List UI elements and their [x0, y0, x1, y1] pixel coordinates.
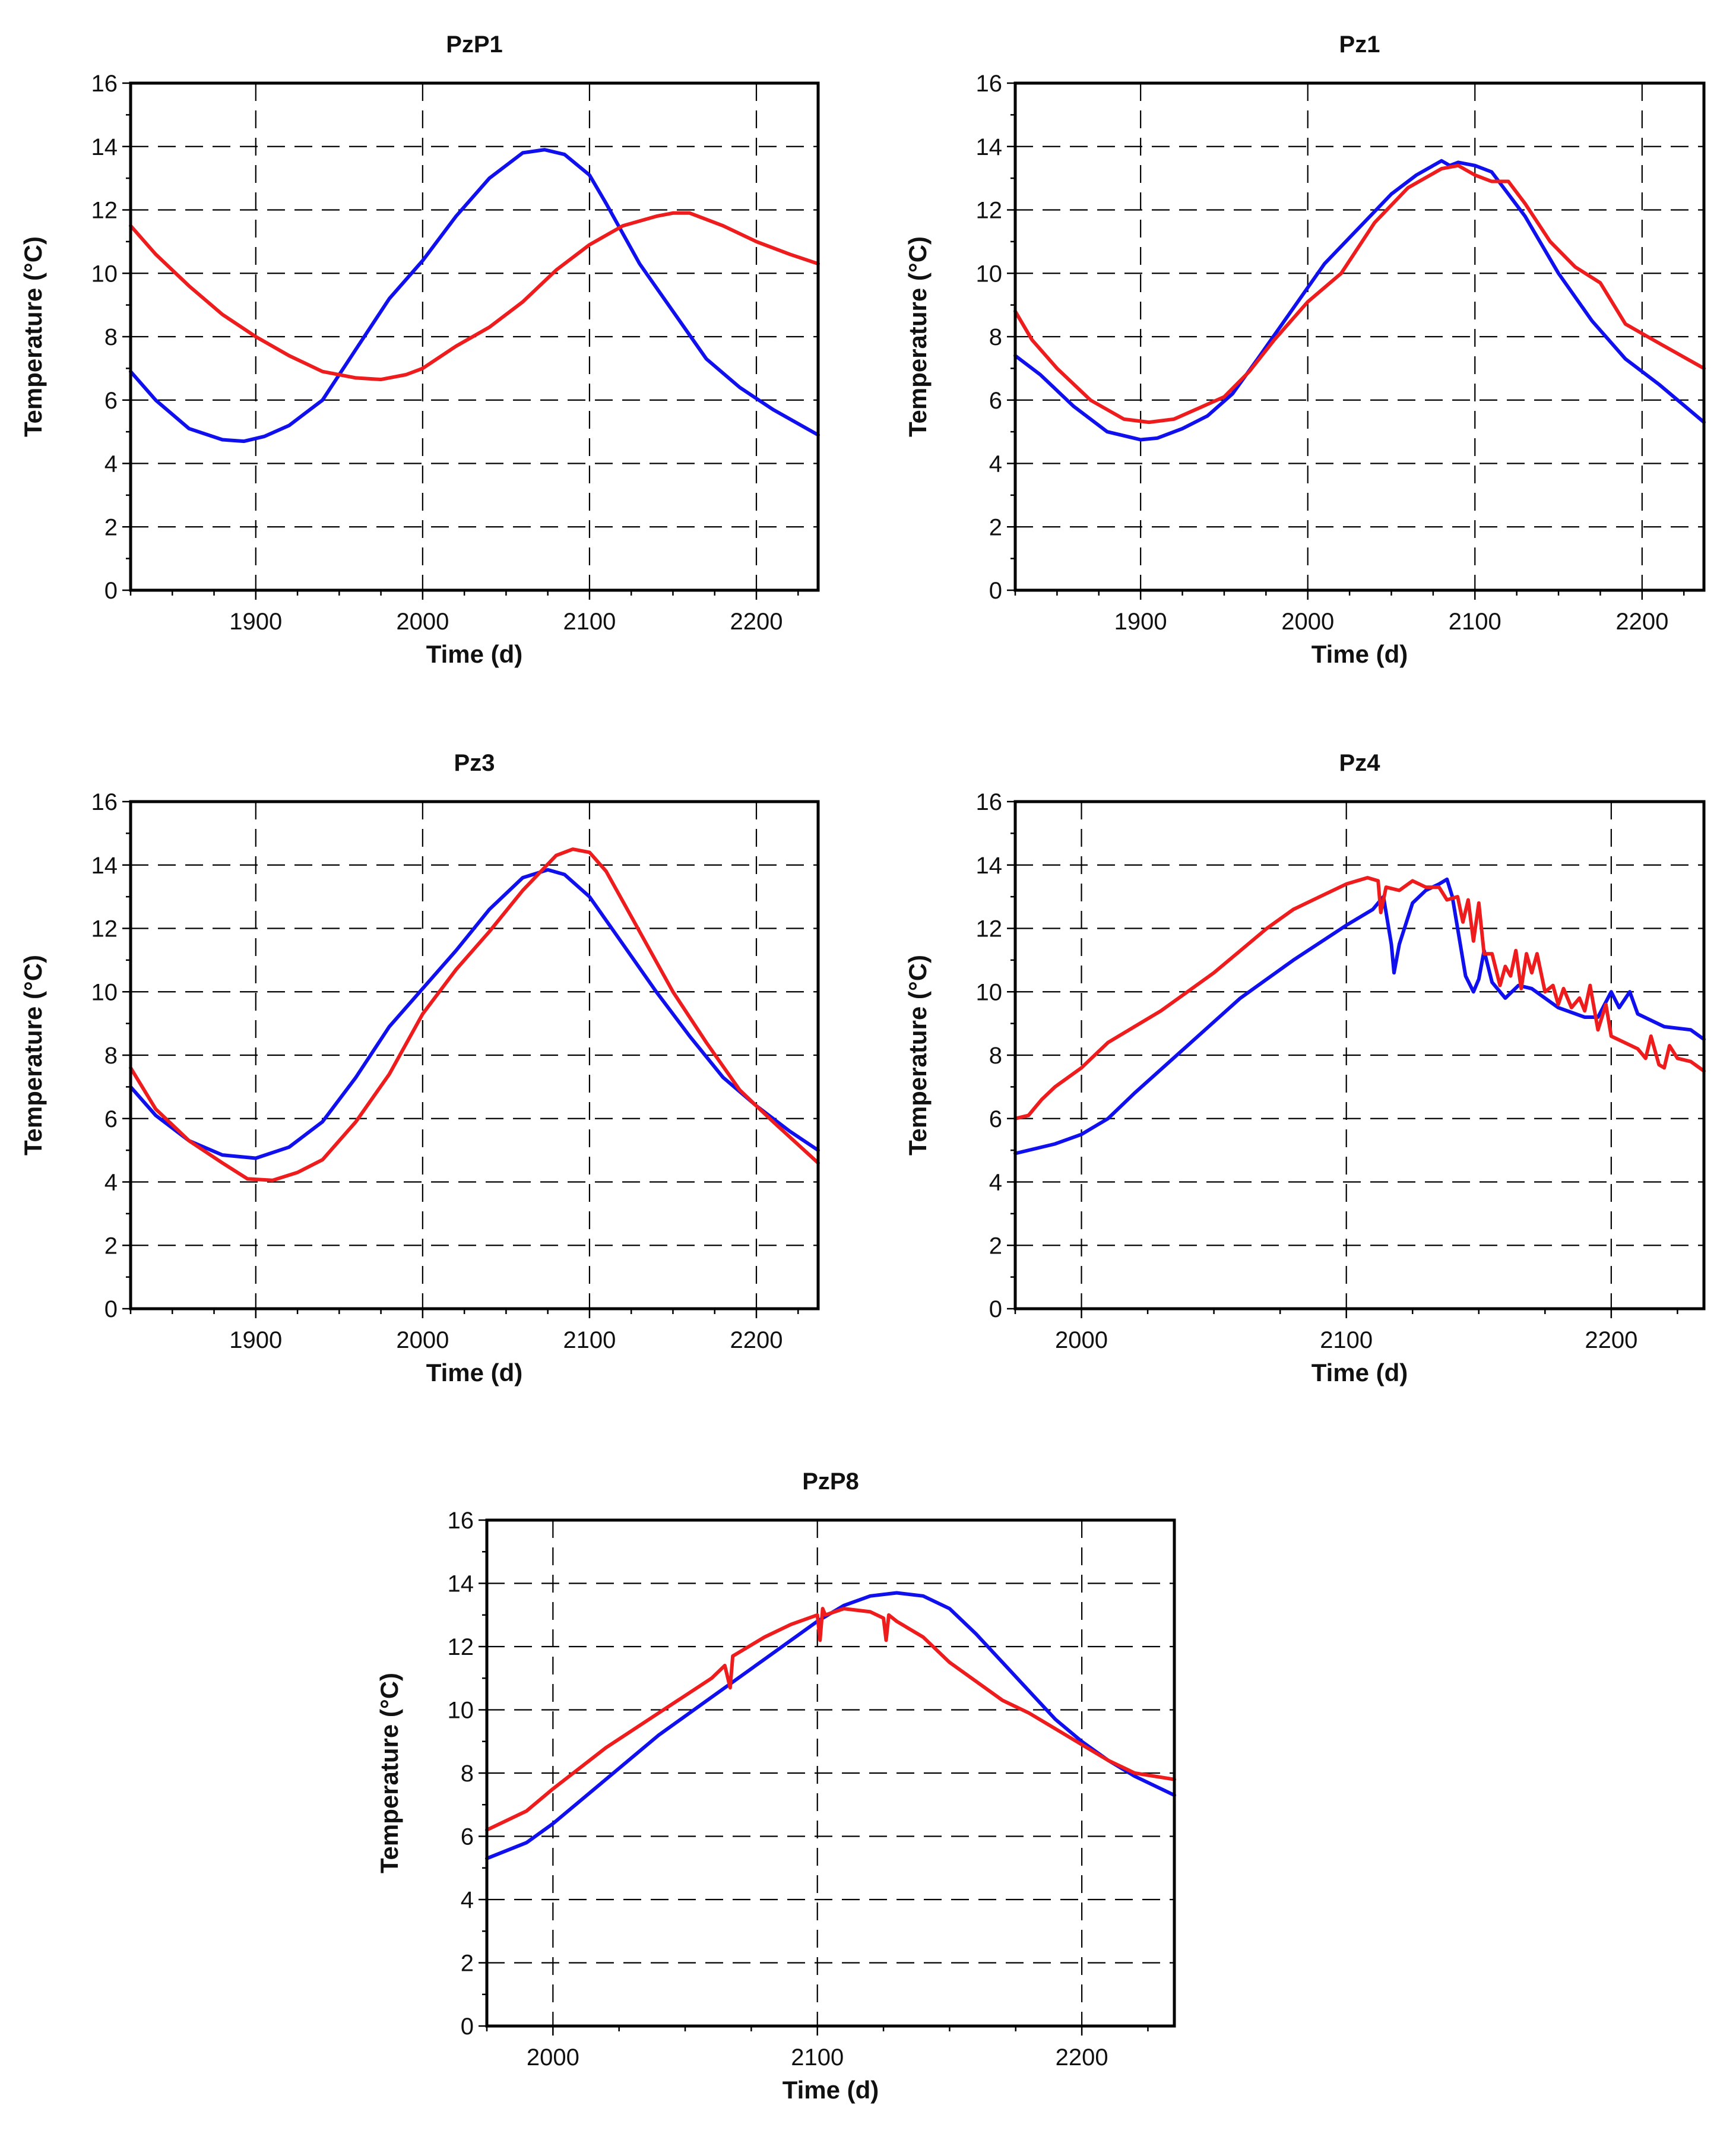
y-tick-label: 10	[976, 261, 1003, 287]
y-tick-label: 4	[989, 1170, 1002, 1196]
y-tick-label: 12	[976, 198, 1003, 224]
x-tick-label: 2100	[563, 1327, 616, 1353]
y-tick-label: 2	[104, 514, 118, 540]
chart-title: Pz3	[454, 750, 495, 776]
y-tick-label: 0	[104, 578, 118, 604]
y-axis-label: Temperature (°C)	[904, 236, 932, 437]
series-line-blue	[1013, 159, 1706, 442]
x-tick-label: 2000	[527, 2044, 579, 2071]
y-tick-label: 16	[91, 789, 118, 815]
x-tick-label: 2000	[396, 609, 449, 635]
y-tick-label: 10	[91, 979, 118, 1005]
y-tick-label: 12	[91, 916, 118, 942]
chart-title: PzP8	[802, 1468, 859, 1495]
y-tick-label: 10	[448, 1698, 474, 1724]
y-tick-label: 4	[104, 1170, 118, 1196]
chart-title: Pz1	[1339, 31, 1380, 58]
x-tick-label: 2000	[1281, 609, 1334, 635]
y-tick-label: 6	[989, 1106, 1002, 1132]
x-tick-label: 2200	[730, 609, 783, 635]
series-line-red	[485, 1607, 1176, 1832]
x-tick-label: 2100	[791, 2044, 844, 2071]
series-line-red	[129, 211, 820, 382]
y-axis-label: Temperature (°C)	[19, 955, 47, 1156]
y-tick-label: 16	[976, 71, 1003, 97]
y-tick-label: 0	[104, 1296, 118, 1322]
x-tick-label: 1900	[1114, 609, 1167, 635]
y-tick-label: 14	[448, 1571, 474, 1597]
x-axis-label: Time (d)	[783, 2076, 879, 2104]
y-tick-label: 16	[448, 1508, 474, 1534]
y-axis-label: Temperature (°C)	[19, 236, 47, 437]
y-axis-label: Temperature (°C)	[904, 955, 932, 1156]
chart-title: PzP1	[446, 31, 503, 58]
y-tick-label: 12	[91, 198, 118, 224]
chart-panel-pz1: 0 2 4 6 8 10 12 14 16 1900 2000 2100 2200 Pz1 Time (d)…	[904, 31, 1706, 668]
x-tick-label: 2100	[1449, 609, 1501, 635]
series-line-red	[129, 847, 820, 1182]
y-tick-label: 8	[461, 1761, 474, 1787]
series-line-blue	[129, 868, 820, 1160]
series-line-blue	[129, 148, 820, 444]
y-tick-label: 10	[91, 261, 118, 287]
chart-panel-pzp8: 0 2 4 6 8 10 12 14 16 2000 2100 2200 PzP8 Time (d) Tem…	[375, 1468, 1176, 2104]
chart-title: Pz4	[1339, 750, 1381, 776]
x-tick-label: 2000	[396, 1327, 449, 1353]
y-tick-label: 8	[104, 324, 118, 350]
y-tick-label: 16	[976, 789, 1003, 815]
x-tick-label: 1900	[229, 609, 282, 635]
x-axis-label: Time (d)	[426, 640, 523, 668]
y-tick-label: 2	[989, 1233, 1002, 1259]
y-tick-label: 0	[989, 578, 1002, 604]
y-tick-label: 8	[989, 1043, 1002, 1069]
y-axis-label: Temperature (°C)	[375, 1673, 403, 1873]
x-tick-label: 2100	[563, 609, 616, 635]
y-tick-label: 14	[976, 134, 1003, 160]
y-tick-label: 14	[91, 853, 118, 879]
x-tick-label: 2100	[1320, 1327, 1373, 1353]
y-tick-label: 14	[976, 853, 1003, 879]
y-tick-label: 4	[104, 451, 118, 477]
y-tick-label: 4	[989, 451, 1002, 477]
y-tick-label: 4	[461, 1887, 474, 1913]
series-line-blue	[485, 1591, 1176, 1860]
y-tick-label: 0	[989, 1296, 1002, 1322]
x-tick-label: 2200	[730, 1327, 783, 1353]
y-tick-label: 2	[461, 1951, 474, 1977]
series-line-red	[1013, 163, 1706, 425]
y-tick-label: 6	[989, 388, 1002, 414]
y-tick-label: 0	[461, 2014, 474, 2040]
y-tick-label: 12	[448, 1634, 474, 1660]
chart-panel-pz4: 0 2 4 6 8 10 12 14 16 2000 2100 2200 Pz4 Time (d) Temp…	[904, 750, 1706, 1387]
y-tick-label: 8	[989, 324, 1002, 350]
y-tick-label: 16	[91, 71, 118, 97]
y-tick-label: 10	[976, 979, 1003, 1005]
chart-panel-pzp1: 0 2 4 6 8 10 12 14 16 1900 2000 2100 2200 PzP1 Time (d…	[19, 31, 820, 668]
x-axis-label: Time (d)	[426, 1359, 523, 1387]
chart-panel-pz3: 0 2 4 6 8 10 12 14 16 1900 2000 2100 2200 Pz3 Time (d)…	[19, 750, 820, 1387]
x-tick-label: 2000	[1055, 1327, 1108, 1353]
x-tick-label: 1900	[229, 1327, 282, 1353]
y-tick-label: 2	[104, 1233, 118, 1259]
y-tick-label: 8	[104, 1043, 118, 1069]
x-tick-label: 2200	[1585, 1327, 1637, 1353]
x-axis-label: Time (d)	[1311, 1359, 1408, 1387]
y-tick-label: 6	[461, 1824, 474, 1850]
x-tick-label: 2200	[1056, 2044, 1108, 2071]
y-tick-label: 6	[104, 388, 118, 414]
x-axis-label: Time (d)	[1311, 640, 1408, 668]
y-tick-label: 12	[976, 916, 1003, 942]
y-tick-label: 14	[91, 134, 118, 160]
series-line-red	[1013, 876, 1706, 1120]
x-tick-label: 2200	[1615, 609, 1668, 635]
y-tick-label: 6	[104, 1106, 118, 1132]
y-tick-label: 2	[989, 514, 1002, 540]
